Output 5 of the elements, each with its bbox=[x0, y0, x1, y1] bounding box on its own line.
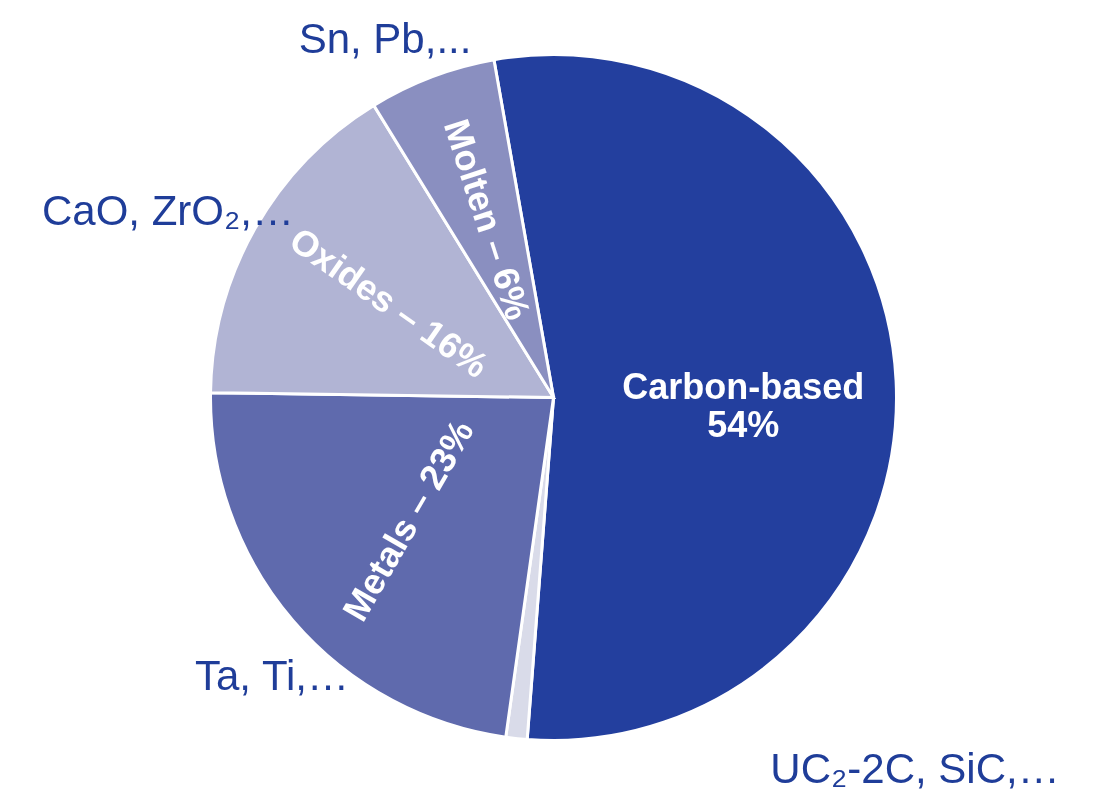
text: Sn, Pb,... bbox=[298, 15, 472, 62]
text: CaO, ZrO₂,… bbox=[42, 187, 294, 234]
slice-label: Carbon-based 54% bbox=[622, 366, 865, 446]
text: Ta, Ti,… bbox=[194, 652, 350, 699]
text: UC₂-2C, SiC,… bbox=[770, 745, 1060, 792]
